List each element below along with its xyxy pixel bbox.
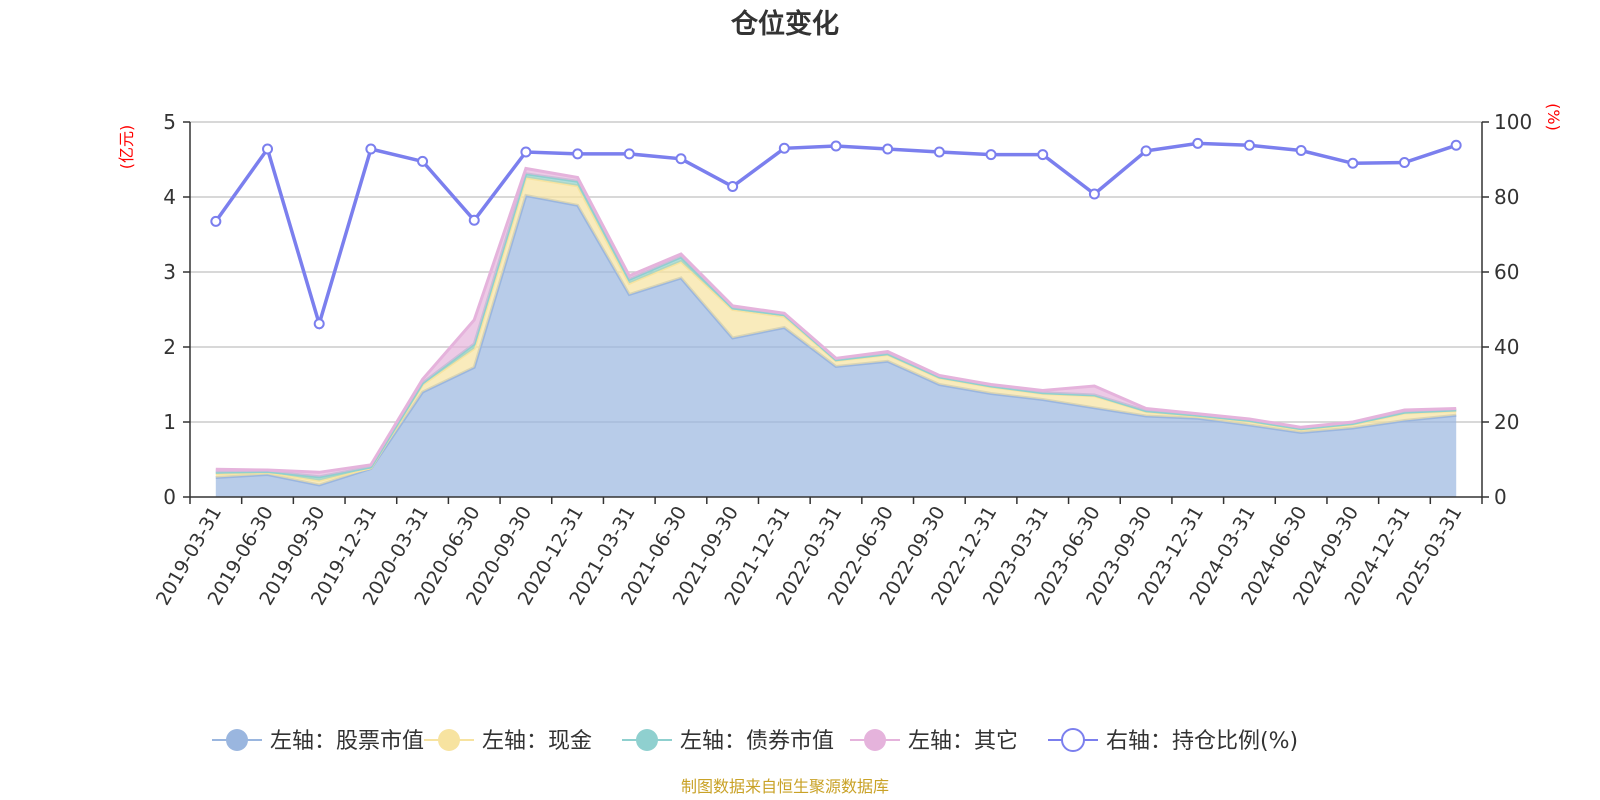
ratio-point — [1347, 157, 1359, 169]
ratio-point — [1140, 145, 1152, 157]
legend-marker-右轴：持仓比例(%) — [1061, 728, 1085, 752]
left-tick-label: 0 — [163, 485, 176, 509]
right-tick-label: 80 — [1494, 185, 1519, 209]
chart-title: 仓位变化 — [730, 8, 839, 40]
right-tick-label: 20 — [1494, 410, 1519, 434]
axes — [183, 121, 1489, 504]
ratio-point — [778, 142, 790, 154]
ratio-point — [1295, 145, 1307, 156]
right-axis-label: (%) — [1544, 103, 1563, 131]
ratio-point — [210, 215, 222, 227]
ratio-point — [882, 143, 894, 155]
ratio-point — [313, 318, 325, 330]
ratio-point — [623, 148, 635, 160]
right-tick-label: 100 — [1494, 110, 1532, 134]
stacked-areas — [215, 166, 1457, 497]
left-tick-label: 5 — [163, 110, 176, 134]
legend: 左轴：股票市值 左轴：现金 左轴：债券市值 左轴：其它 右轴：持仓比例(%) — [212, 728, 1298, 754]
ratio-point — [262, 143, 274, 155]
ratio-point — [985, 149, 997, 161]
legend-label: 左轴：股票市值 — [270, 729, 424, 754]
right-tick-label: 40 — [1494, 335, 1519, 359]
legend-marker-左轴：其它 — [864, 729, 886, 751]
right-tick-label: 0 — [1494, 485, 1507, 509]
area-edge-左轴：其它 — [215, 166, 1457, 474]
ratio-point — [365, 143, 377, 155]
left-tick-label: 4 — [163, 185, 176, 209]
ratio-point — [1450, 139, 1462, 151]
ratio-point — [468, 214, 480, 226]
legend-label: 左轴：债券市值 — [680, 729, 834, 754]
legend-marker-左轴：现金 — [438, 729, 460, 751]
ratio-point — [830, 140, 842, 152]
ratio-point — [1398, 157, 1410, 168]
right-tick-label: 60 — [1494, 260, 1519, 284]
legend-marker-左轴：股票市值 — [226, 729, 248, 751]
ratio-line — [210, 137, 1462, 330]
ratio-path — [214, 141, 1457, 330]
ratio-point — [572, 148, 584, 160]
left-tick-label: 1 — [163, 410, 176, 434]
legend-label: 左轴：其它 — [908, 729, 1018, 754]
ratio-point — [1037, 149, 1049, 161]
ratio-point — [675, 153, 687, 165]
ratio-point — [727, 181, 739, 192]
left-tick-label: 3 — [163, 260, 176, 284]
legend-label: 右轴：持仓比例(%) — [1106, 729, 1298, 754]
legend-marker-左轴：债券市值 — [636, 729, 658, 751]
legend-label: 左轴：现金 — [482, 729, 592, 754]
ratio-point — [933, 146, 945, 158]
left-tick-label: 2 — [163, 335, 176, 359]
ratio-point — [1192, 137, 1204, 149]
area-左轴：股票市值 — [215, 195, 1457, 497]
ratio-point — [417, 155, 429, 167]
source-note: 制图数据来自恒生聚源数据库 — [681, 777, 889, 796]
left-axis-label: (亿元) — [117, 125, 136, 170]
ratio-point — [1088, 188, 1100, 200]
ratio-point — [520, 146, 532, 158]
ratio-point — [1243, 139, 1255, 151]
